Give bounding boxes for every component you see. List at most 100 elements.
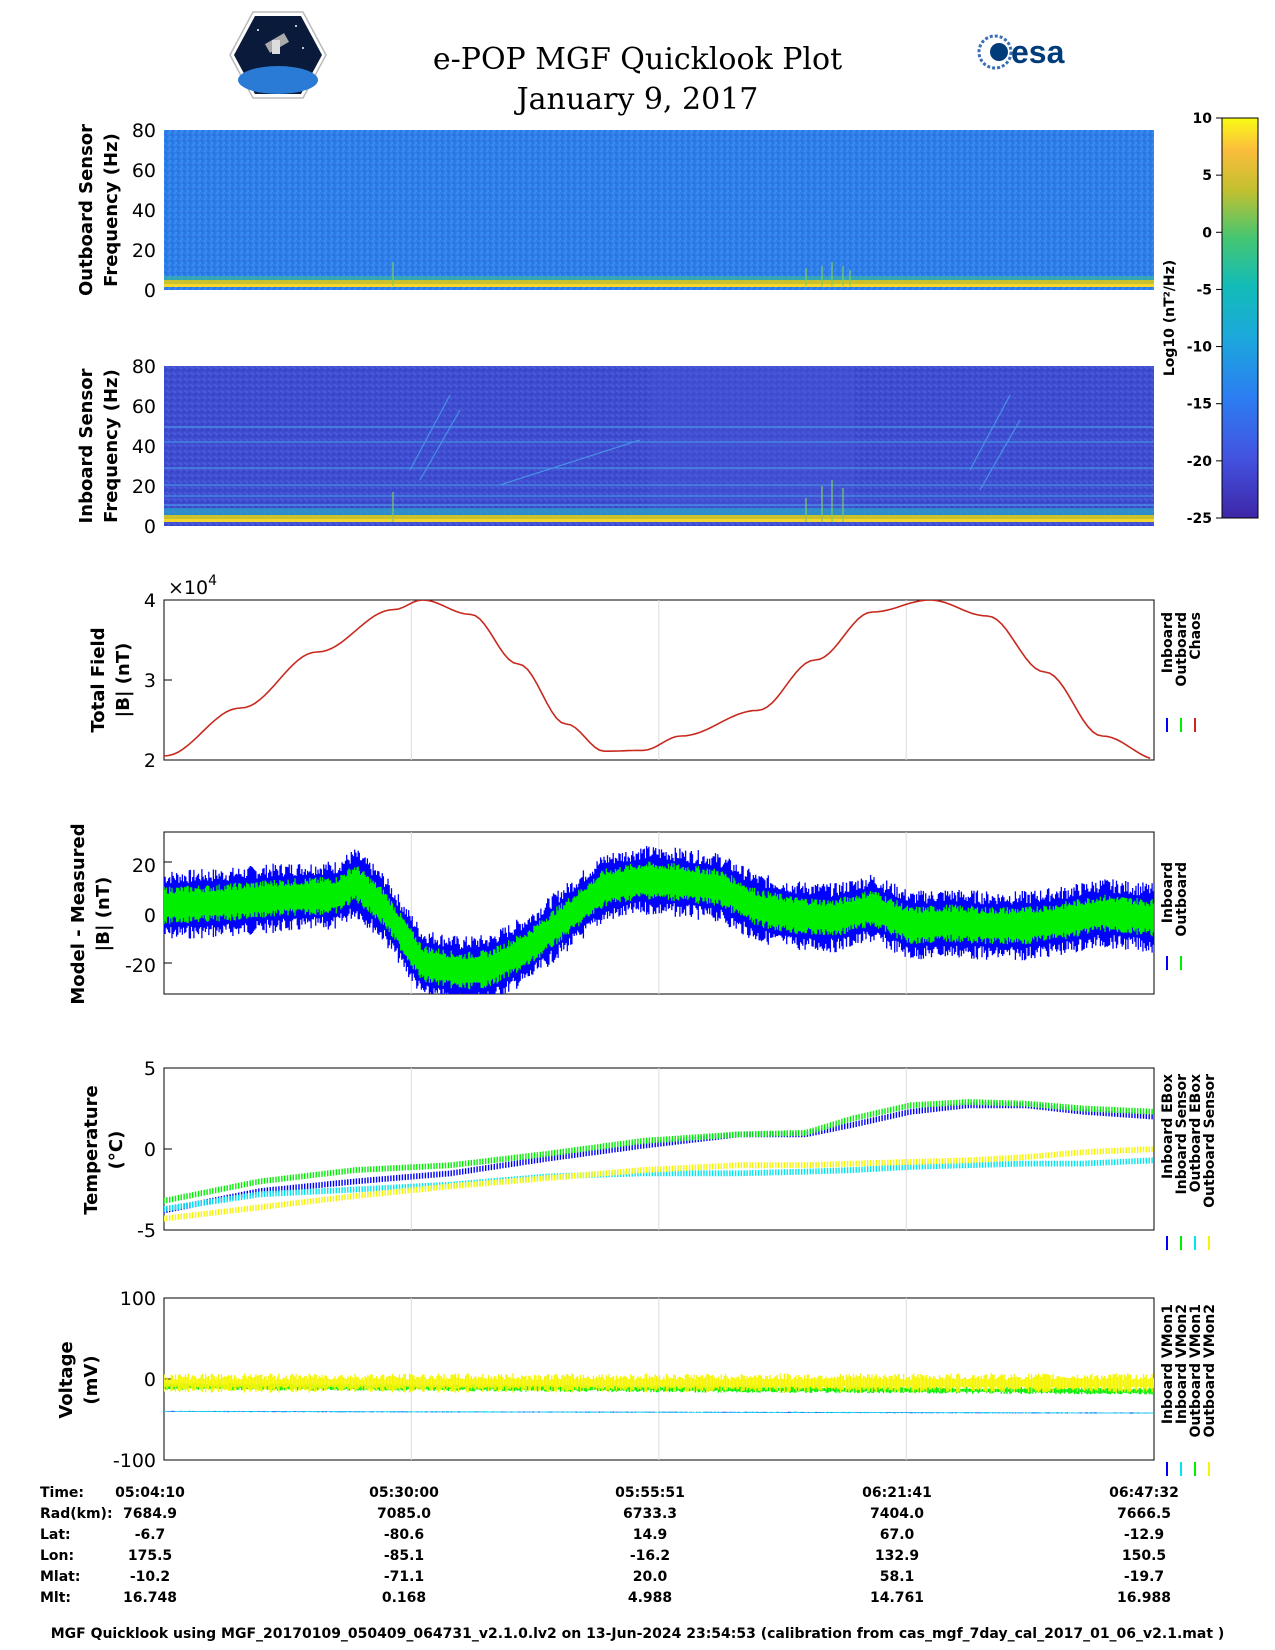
y-tick-label: 5 bbox=[144, 1058, 156, 1080]
y-tick-label: 20 bbox=[132, 476, 156, 498]
orbit-info-value: 16.988 bbox=[1116, 1590, 1172, 1606]
colorbar-tick-label: -20 bbox=[1187, 454, 1213, 470]
y-tick-label: -5 bbox=[137, 1220, 156, 1242]
series-line-outboard-sensor bbox=[164, 1146, 1153, 1222]
orbit-info-label: Lon: bbox=[40, 1548, 75, 1564]
y-tick-label: 3 bbox=[144, 670, 156, 692]
orbit-info-value: -16.2 bbox=[629, 1548, 671, 1564]
y-tick-label: 40 bbox=[132, 200, 156, 222]
inboard-spectrogram-image bbox=[164, 366, 1154, 526]
y-tick-label: 20 bbox=[132, 855, 156, 877]
y-tick-label: 60 bbox=[132, 160, 156, 182]
legend-label: Inboard VMon1 bbox=[1160, 1304, 1176, 1424]
orbit-info-label: Time: bbox=[40, 1485, 85, 1501]
orbit-info-value: 58.1 bbox=[879, 1569, 915, 1585]
voltage-ylabel-2: (mV) bbox=[81, 1355, 102, 1404]
legend-label: Outboard Sensor bbox=[1202, 1074, 1218, 1208]
colorbar-tick-label: -10 bbox=[1187, 340, 1213, 356]
plot-date: January 9, 2017 bbox=[516, 82, 759, 117]
orbit-info-row: Lat: -6.7 -80.6 14.9 67.0 -12.9 bbox=[40, 1527, 1240, 1548]
voltage-panel: 100 0 -100 Voltage (mV) Inboard VMon1 In… bbox=[56, 1288, 1218, 1476]
model-measured-panel: 20 0 -20 Model - Measured |B| (nT) Inboa… bbox=[68, 823, 1190, 1004]
orbit-info-value: 14.9 bbox=[632, 1527, 668, 1543]
orbit-info-label: Mlat: bbox=[40, 1569, 81, 1585]
legend-label: Inboard bbox=[1160, 612, 1176, 673]
temperature-panel: 5 0 -5 Temperature (°C) Inboard EBox Inb… bbox=[81, 1058, 1218, 1250]
colorbar-tick-label: 0 bbox=[1202, 225, 1212, 241]
orbit-info-value: 05:04:10 bbox=[115, 1485, 185, 1501]
orbit-info-value: 05:30:00 bbox=[369, 1485, 439, 1501]
colorbar-tick-label: 5 bbox=[1202, 168, 1212, 184]
y-tick-label: -100 bbox=[113, 1450, 156, 1472]
voltage-legend: Inboard VMon1 Inboard VMon2 Outboard VMo… bbox=[1160, 1304, 1218, 1476]
y-tick-label: 0 bbox=[144, 280, 156, 302]
legend-label: Inboard Sensor bbox=[1174, 1074, 1190, 1195]
esa-logo-text: esa bbox=[1011, 34, 1065, 70]
total-field-panel: 4 3 2 ×104 Total Field |B| (nT) Inboard … bbox=[88, 573, 1204, 772]
y-exponent: ×104 bbox=[168, 573, 217, 599]
orbit-info-value: 7684.9 bbox=[122, 1506, 178, 1522]
orbit-info-row: Rad(km): 7684.9 7085.0 6733.3 7404.0 7666.5 bbox=[40, 1506, 1240, 1527]
inboard-y-ticks: 80 60 40 20 0 bbox=[132, 356, 156, 538]
y-exponent-base: ×10 bbox=[168, 577, 208, 599]
orbit-info-value: 7085.0 bbox=[376, 1506, 432, 1522]
cassiope-logo bbox=[229, 11, 327, 99]
series-line-chaos bbox=[164, 600, 1151, 760]
total-field-ylabel-2: |B| (nT) bbox=[113, 643, 134, 718]
orbit-info-value: -12.9 bbox=[1123, 1527, 1165, 1543]
y-tick-label: 4 bbox=[144, 590, 156, 612]
outboard-spectrogram-panel: 80 60 40 20 0 Outboard Sensor Frequency … bbox=[76, 120, 1154, 302]
orbit-info-value: -71.1 bbox=[383, 1569, 425, 1585]
y-tick-label: 2 bbox=[144, 750, 156, 772]
y-tick-label: 100 bbox=[120, 1288, 156, 1310]
legend-label: Outboard bbox=[1174, 862, 1190, 937]
model-measured-ylabel-1: Model - Measured bbox=[68, 823, 89, 1004]
outboard-low-frequency-band bbox=[164, 280, 1154, 284]
footer-note: MGF Quicklook using MGF_20170109_050409_… bbox=[50, 1626, 1225, 1642]
outboard-spectrogram-image bbox=[164, 130, 1154, 290]
total-field-ylabel-1: Total Field bbox=[88, 627, 109, 732]
legend-label: Inboard bbox=[1160, 862, 1176, 923]
model-measured-legend: Inboard Outboard bbox=[1160, 862, 1190, 970]
orbit-info-label: Rad(km): bbox=[40, 1506, 113, 1522]
model-measured-ylabel-2: |B| (nT) bbox=[93, 877, 114, 952]
orbit-info-row: Lon: 175.5 -85.1 -16.2 132.9 150.5 bbox=[40, 1548, 1240, 1569]
y-tick-label: 80 bbox=[132, 356, 156, 378]
temperature-ylabel-1: Temperature bbox=[81, 1085, 102, 1214]
colorbar-tick-label: -5 bbox=[1196, 282, 1212, 298]
plot-canvas: 80 60 40 20 0 Outboard Sensor Frequency … bbox=[56, 111, 1259, 1476]
orbit-info-value: 14.761 bbox=[869, 1590, 925, 1606]
orbit-info-value: -80.6 bbox=[383, 1527, 425, 1543]
inboard-ylabel-sensor: Inboard Sensor bbox=[76, 368, 97, 523]
series-band-outboard bbox=[164, 861, 1154, 990]
series-line-inboard-sensor bbox=[164, 1099, 1153, 1204]
outboard-ylabel-sensor: Outboard Sensor bbox=[76, 124, 97, 296]
y-tick-label: 40 bbox=[132, 436, 156, 458]
total-field-legend: Inboard Outboard Chaos bbox=[1160, 612, 1204, 732]
y-tick-label: 0 bbox=[144, 516, 156, 538]
legend-label: Outboard EBox bbox=[1188, 1074, 1204, 1192]
colorbar-tick-label: 10 bbox=[1193, 111, 1213, 127]
y-tick-label: 0 bbox=[144, 905, 156, 927]
colorbar-tick-label: -25 bbox=[1187, 511, 1212, 527]
orbit-info-value: 150.5 bbox=[1121, 1548, 1167, 1564]
outboard-y-ticks: 80 60 40 20 0 bbox=[132, 120, 156, 302]
y-tick-label: -20 bbox=[125, 955, 156, 977]
orbit-info-value: 20.0 bbox=[632, 1569, 668, 1585]
orbit-info-value: -6.7 bbox=[134, 1527, 166, 1543]
orbit-info-row: Mlt: 16.748 0.168 4.988 14.761 16.988 bbox=[40, 1590, 1240, 1611]
y-tick-label: 20 bbox=[132, 240, 156, 262]
series-line-outboard-vmon2 bbox=[164, 1373, 1154, 1393]
plot-title: e-POP MGF Quicklook Plot bbox=[432, 42, 843, 77]
orbit-info-row: Mlat: -10.2 -71.1 20.0 58.1 -19.7 bbox=[40, 1569, 1240, 1590]
legend-label: Outboard VMon2 bbox=[1202, 1304, 1218, 1438]
orbit-info-value: 6733.3 bbox=[622, 1506, 678, 1522]
legend-label: Inboard EBox bbox=[1160, 1074, 1176, 1179]
orbit-info-value: -85.1 bbox=[383, 1548, 425, 1564]
colorbar-gradient bbox=[1221, 117, 1259, 519]
y-tick-label: 0 bbox=[144, 1369, 156, 1391]
orbit-info-value: -10.2 bbox=[129, 1569, 171, 1585]
voltage-ylabel-1: Voltage bbox=[56, 1341, 77, 1418]
y-tick-label: 0 bbox=[144, 1139, 156, 1161]
colorbar-ticks: 10 5 0 -5 -10 -15 -20 -25 bbox=[1187, 111, 1222, 527]
